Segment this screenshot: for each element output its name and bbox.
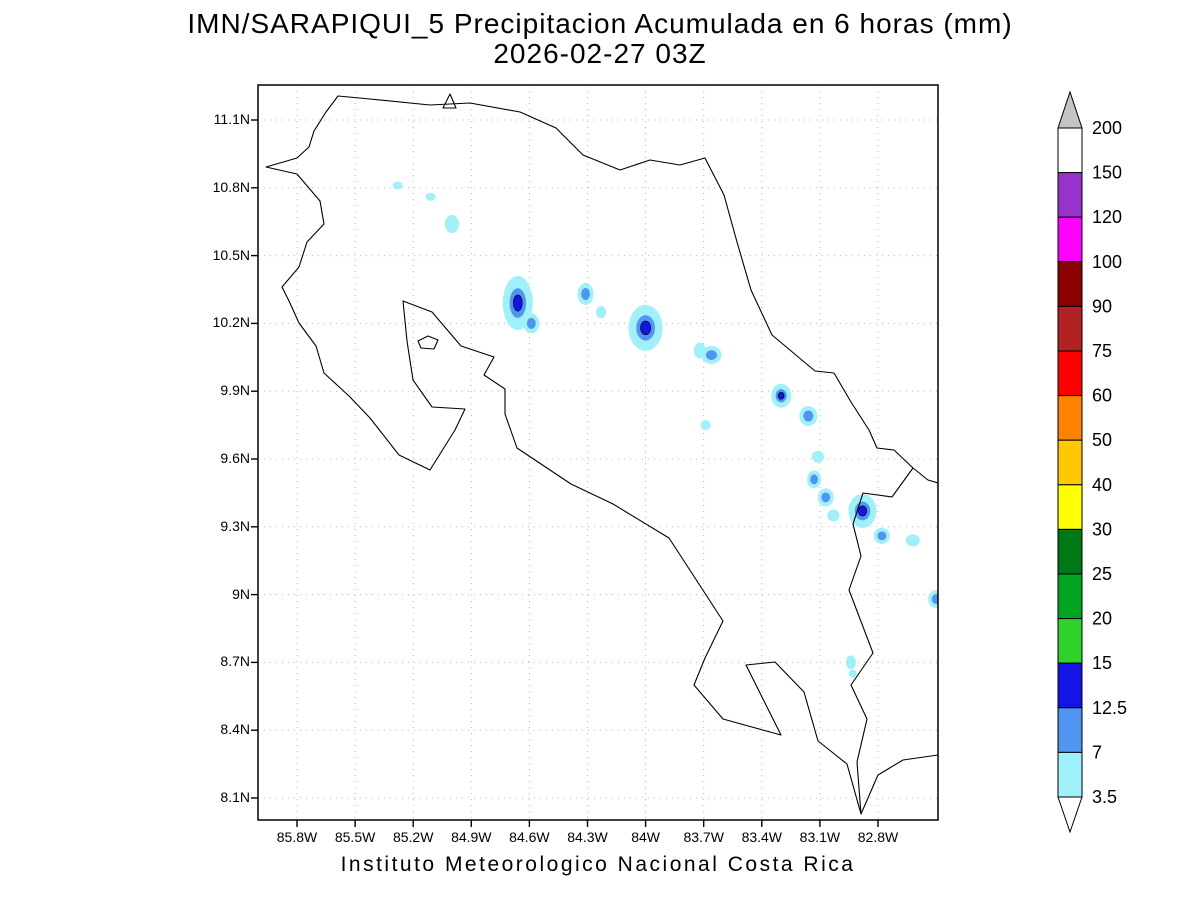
- colorbar-label: 7: [1092, 742, 1102, 762]
- precip-cell-core: [777, 391, 785, 400]
- colorbar-label: 90: [1092, 296, 1112, 316]
- lat-tick-label: 10.2N: [212, 314, 250, 331]
- colorbar-label: 3.5: [1092, 787, 1117, 807]
- precip-cell-low: [905, 534, 920, 547]
- plot-title: IMN/SARAPIQUI_5 Precipitacion Acumulada …: [187, 8, 1013, 39]
- lat-tick-label: 9.3N: [220, 517, 250, 534]
- lat-tick-label: 8.1N: [220, 789, 250, 805]
- lon-tick-label: 83.7W: [683, 829, 724, 845]
- lon-tick-label: 83.1W: [799, 829, 841, 845]
- precip-cell-mid: [803, 410, 814, 422]
- precipitation-map: [251, 84, 939, 827]
- precip-cell-low: [444, 214, 459, 233]
- precip-cell-low: [596, 306, 607, 319]
- colorbar-segment: [1057, 573, 1083, 620]
- colorbar-segment: [1057, 395, 1083, 441]
- lat-tick-label: 9.9N: [220, 382, 250, 399]
- precip-cell-core: [858, 505, 868, 517]
- small-island: [442, 93, 457, 109]
- precip-cell-mid: [877, 531, 887, 541]
- precip-cell-low: [827, 509, 840, 522]
- lon-tick-label: 84.3W: [567, 829, 608, 845]
- colorbar-segment: [1057, 350, 1083, 397]
- lat-tick-label: 8.4N: [220, 721, 250, 738]
- precip-cell-low: [392, 181, 403, 190]
- colorbar-bottom-cap: [1057, 796, 1083, 834]
- coastlines: [265, 93, 938, 815]
- colorbar-segment: [1057, 305, 1083, 352]
- precipitation-shading: [392, 181, 938, 678]
- lat-tick-label: 8.7N: [220, 653, 250, 670]
- colorbar-segment: [1057, 172, 1083, 218]
- lat-tick-label: 11.1N: [213, 111, 250, 127]
- precip-cell-low: [425, 192, 436, 201]
- precip-cell-mid: [810, 474, 818, 485]
- lon-tick-label: 84.6W: [509, 829, 550, 845]
- colorbar-segment: [1057, 618, 1083, 664]
- map-frame: [257, 84, 939, 821]
- colorbar-label: 30: [1092, 519, 1112, 539]
- lat-tick-label: 10.5N: [212, 246, 250, 263]
- colorbar-label: 15: [1092, 653, 1112, 673]
- colorbar-segment: [1057, 707, 1083, 753]
- colorbar-label: 12.5: [1092, 698, 1127, 718]
- colorbar-segment: [1057, 216, 1083, 263]
- colorbar-label: 75: [1092, 341, 1112, 361]
- colorbar-segment: [1057, 662, 1083, 709]
- panama-coast-fragment-caribbean: [912, 467, 938, 484]
- precip-cell-low: [845, 655, 856, 670]
- precip-cell-mid: [931, 594, 938, 605]
- colorbar-segment: [1057, 439, 1083, 486]
- costa-rica-coastline: [265, 95, 914, 815]
- plot-datetime: 2026-02-27 03Z: [493, 38, 707, 69]
- colorbar-segment: [1057, 751, 1083, 798]
- colorbar-label: 120: [1092, 207, 1122, 227]
- colorbar-label: 50: [1092, 430, 1112, 450]
- precip-cell-low: [848, 669, 857, 678]
- lat-tick-label: 9.6N: [220, 450, 250, 466]
- precip-cell-mid: [581, 287, 590, 301]
- precip-cell-mid: [705, 350, 717, 360]
- lon-tick-label: 83.4W: [741, 829, 783, 845]
- colorbar-segment: [1057, 261, 1083, 307]
- precip-cell-mid: [526, 317, 536, 329]
- lon-tick-label: 82.8W: [857, 829, 899, 845]
- lat-tick-label: 9N: [232, 585, 250, 602]
- colorbar-label: 60: [1092, 386, 1112, 406]
- lon-tick-label: 85.5W: [334, 829, 376, 845]
- colorbar-label: 100: [1092, 252, 1122, 272]
- colorbar-top-cap: [1057, 90, 1083, 129]
- gridlines: [258, 85, 938, 820]
- colorbar-label: 40: [1092, 475, 1112, 495]
- colorbar-label: 25: [1092, 564, 1112, 584]
- lon-tick-label: 84W: [631, 829, 660, 845]
- precip-cell-core: [640, 320, 652, 336]
- colorbar-segment: [1057, 127, 1083, 174]
- precip-cell-core: [512, 294, 523, 312]
- lon-tick-label: 85.8W: [276, 829, 318, 845]
- lon-tick-label: 85.2W: [392, 829, 434, 845]
- precip-cell-mid: [821, 492, 831, 503]
- panama-coast-fragment-pacific: [860, 754, 938, 815]
- chira-island: [417, 335, 439, 350]
- colorbar-label: 20: [1092, 609, 1112, 629]
- colorbar-segment: [1057, 528, 1083, 575]
- axis-tickmarks: [251, 119, 879, 827]
- precip-cell-low: [700, 420, 711, 431]
- lat-tick-label: 10.8N: [212, 178, 250, 195]
- source-caption: Instituto Meteorologico Nacional Costa R…: [340, 853, 856, 876]
- colorbar-label: 150: [1092, 163, 1122, 183]
- colorbar-segment: [1057, 484, 1083, 530]
- colorbar: 200 150 120 100 90 75 60 50 40 30 25 20 15 12.5 7 3.5: [1057, 90, 1127, 834]
- lon-tick-label: 84.9W: [451, 829, 492, 845]
- precip-cell-low: [811, 450, 824, 463]
- colorbar-label: 200: [1092, 118, 1122, 138]
